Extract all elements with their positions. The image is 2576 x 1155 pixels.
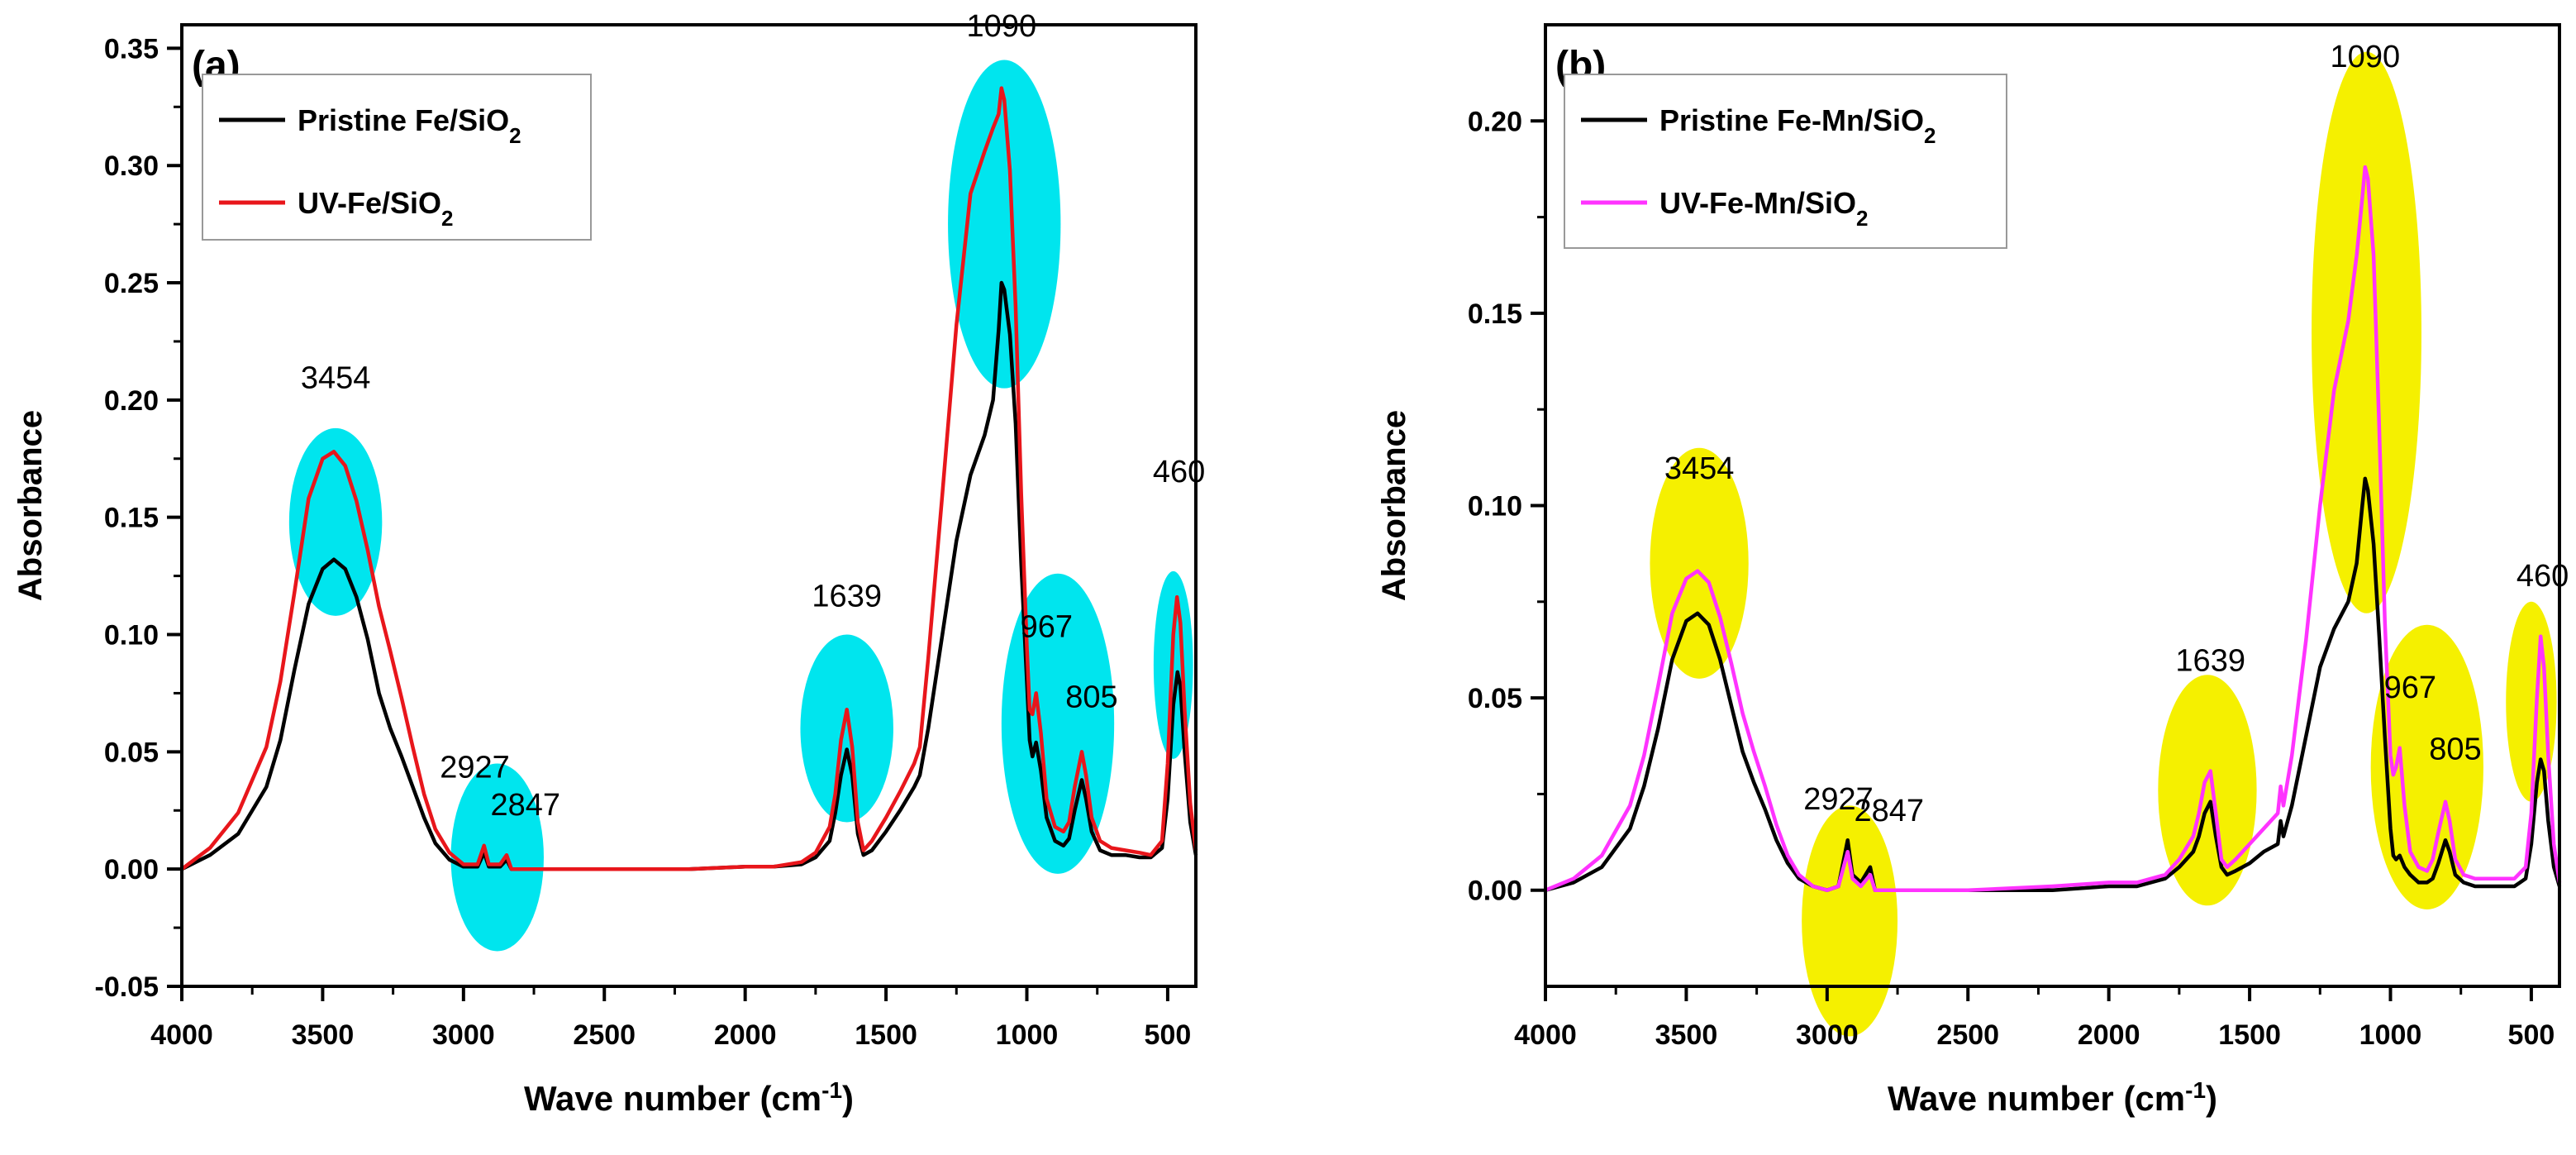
peak-label: 460 xyxy=(1153,455,1205,489)
x-tick-label: 3500 xyxy=(292,1019,355,1051)
series-line-0 xyxy=(1545,476,2562,892)
peak-highlight xyxy=(1802,805,1898,1037)
chart-panel-0: 4000 3500 3000 2500 2000 1500 1000 500 -0.05 0.00… xyxy=(12,9,1205,1118)
y-tick-label: 0.20 xyxy=(104,385,159,417)
y-tick-label: 0.30 xyxy=(104,150,159,182)
peak-highlight xyxy=(1650,447,1749,679)
peak-label: 805 xyxy=(1065,680,1117,714)
peak-label: 2927 xyxy=(1803,782,1874,817)
legend-box xyxy=(1564,74,2007,249)
legend-box xyxy=(202,74,592,241)
peak-label: 2847 xyxy=(491,788,561,823)
y-tick-label: -0.05 xyxy=(95,971,160,1003)
series-line-1 xyxy=(1545,165,2562,892)
legend-entry: Pristine Fe/SiO2 xyxy=(298,103,521,148)
x-tick-label: 2000 xyxy=(714,1019,777,1051)
y-tick-label: 0.25 xyxy=(104,268,159,299)
x-tick-label: 1000 xyxy=(996,1019,1059,1051)
peak-label: 967 xyxy=(1021,609,1073,644)
x-tick-label: 2000 xyxy=(2078,1019,2140,1051)
peak-label: 1639 xyxy=(812,579,882,613)
x-axis-title: Wave number (cm-1) xyxy=(1888,1077,2217,1119)
series-line-1 xyxy=(180,86,1198,871)
x-tick-label: 500 xyxy=(1145,1019,1192,1051)
y-tick-label: 0.35 xyxy=(104,33,159,64)
y-tick-label: 0.10 xyxy=(104,620,159,651)
x-tick-label: 3000 xyxy=(1796,1019,1859,1051)
peak-label: 1090 xyxy=(967,9,1037,44)
x-tick-label: 4000 xyxy=(150,1019,213,1051)
peak-highlight xyxy=(800,634,893,823)
x-tick-label: 2500 xyxy=(573,1019,636,1051)
y-tick-label: 0.10 xyxy=(1468,491,1522,523)
peak-highlight xyxy=(450,763,544,952)
x-tick-label: 1500 xyxy=(2218,1019,2281,1051)
peak-highlight xyxy=(2158,675,2257,906)
peak-label: 3454 xyxy=(301,361,371,396)
peak-label: 460 xyxy=(2516,559,2569,594)
y-tick-label: 0.05 xyxy=(104,737,159,768)
x-tick-label: 2500 xyxy=(1936,1019,1999,1051)
peak-label: 805 xyxy=(2429,733,2481,767)
y-tick-label: 0.00 xyxy=(104,854,159,885)
peak-label: 2847 xyxy=(1855,794,1925,828)
y-tick-label: 0.15 xyxy=(104,503,159,534)
plot-frame xyxy=(180,23,1198,988)
chart-panel-1: 4000 3500 3000 2500 2000 1500 1000 500 0.00 0.05 0… xyxy=(1376,23,2569,1119)
peak-highlight xyxy=(2370,624,2483,909)
peak-highlight xyxy=(948,60,1061,389)
peak-highlight xyxy=(2312,51,2421,613)
x-tick-label: 3000 xyxy=(432,1019,495,1051)
peak-label: 1090 xyxy=(2331,40,2401,74)
legend-entry: UV-Fe-Mn/SiO2 xyxy=(1659,186,1868,231)
peak-label: 3454 xyxy=(1664,451,1735,486)
peak-label: 2927 xyxy=(440,751,510,785)
peak-label: 967 xyxy=(2384,671,2436,705)
x-tick-label: 1500 xyxy=(855,1019,917,1051)
peak-label: 1639 xyxy=(2175,644,2245,679)
y-axis-title: Absorbance xyxy=(1376,410,1412,601)
x-axis-title: Wave number (cm-1) xyxy=(524,1077,854,1119)
y-tick-label: 0.05 xyxy=(1468,683,1522,714)
y-tick-label: 0.15 xyxy=(1468,298,1522,330)
y-tick-label: 0.20 xyxy=(1468,106,1522,137)
x-tick-label: 4000 xyxy=(1514,1019,1577,1051)
legend-entry: UV-Fe/SiO2 xyxy=(298,186,454,231)
y-tick-label: 0.00 xyxy=(1468,876,1522,907)
x-tick-label: 1000 xyxy=(2359,1019,2422,1051)
x-tick-label: 500 xyxy=(2508,1019,2555,1051)
peak-highlight xyxy=(288,427,383,616)
y-axis-title: Absorbance xyxy=(12,410,49,601)
legend-entry: Pristine Fe-Mn/SiO2 xyxy=(1659,103,1936,148)
x-tick-label: 3500 xyxy=(1655,1019,1718,1051)
series-line-0 xyxy=(180,280,1198,871)
